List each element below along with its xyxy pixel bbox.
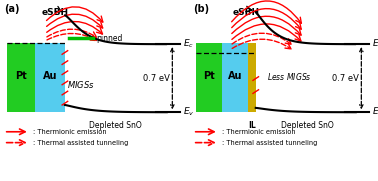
Text: : Thermionic emission: : Thermionic emission xyxy=(222,129,296,135)
Text: Depleted SnO: Depleted SnO xyxy=(281,121,334,130)
Text: $E_c$: $E_c$ xyxy=(372,38,378,50)
Text: 0.7 eV: 0.7 eV xyxy=(332,74,359,83)
Bar xyxy=(197,43,222,112)
Text: : Thermionic emission: : Thermionic emission xyxy=(33,129,107,135)
Bar xyxy=(8,43,35,112)
Text: $E_v$: $E_v$ xyxy=(183,106,195,119)
Text: IL: IL xyxy=(248,121,256,130)
Bar xyxy=(222,43,248,112)
Text: $\it{MIGSs}$: $\it{MIGSs}$ xyxy=(67,79,94,90)
Text: $E_c$: $E_c$ xyxy=(183,38,195,50)
Text: (b): (b) xyxy=(193,4,209,14)
Text: (a): (a) xyxy=(4,4,19,14)
Text: : Thermal assisted tunneling: : Thermal assisted tunneling xyxy=(33,140,129,146)
Text: $\it{Less\ MIGSs}$: $\it{Less\ MIGSs}$ xyxy=(267,71,311,81)
Text: 0.7 eV: 0.7 eV xyxy=(143,74,170,83)
Text: Pt: Pt xyxy=(15,71,27,81)
Text: Pt: Pt xyxy=(204,71,215,81)
Text: Au: Au xyxy=(43,71,57,81)
Text: $E_v$: $E_v$ xyxy=(372,106,378,119)
Text: Au: Au xyxy=(228,71,243,81)
Bar xyxy=(248,43,256,112)
Text: Depleted SnO: Depleted SnO xyxy=(88,121,141,130)
Text: eSBH: eSBH xyxy=(42,8,69,17)
Text: pinned: pinned xyxy=(96,34,123,43)
Text: eSBH: eSBH xyxy=(233,8,260,17)
Bar xyxy=(35,43,65,112)
Text: : Thermal assisted tunneling: : Thermal assisted tunneling xyxy=(222,140,318,146)
